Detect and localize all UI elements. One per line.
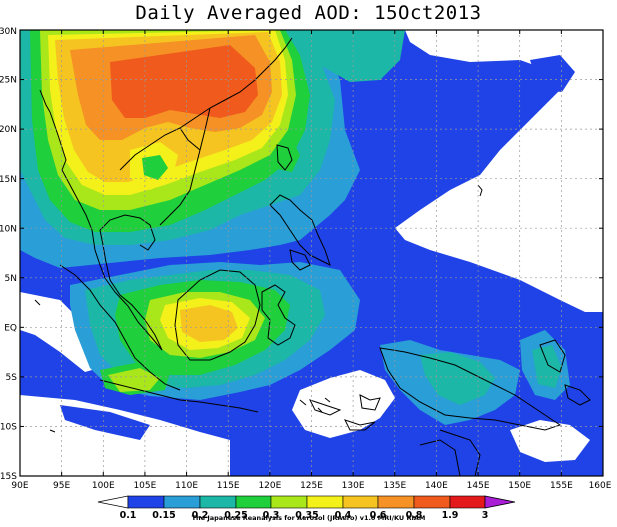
colorbar-label: 0.35 bbox=[295, 510, 318, 521]
colorbar-label: 0.2 bbox=[192, 510, 209, 521]
lon-tick-label: 120E bbox=[258, 481, 281, 491]
colorbar-label: 0.3 bbox=[263, 510, 280, 521]
colorbar-low-end bbox=[97, 495, 129, 509]
credit-line: The Japanese Reanalysis for Aerosol (JRA… bbox=[191, 514, 426, 522]
lat-tick-label: 10N bbox=[0, 224, 17, 234]
coastlines bbox=[34, 37, 591, 476]
aod-band-low-north-pacific bbox=[395, 30, 603, 312]
colorbar-swatch bbox=[199, 495, 237, 509]
lat-tick-label: 15N bbox=[0, 175, 17, 185]
lat-tick-label: 30N bbox=[0, 27, 17, 37]
lat-tick-label: 20N bbox=[0, 125, 17, 135]
lon-tick-label: 140E bbox=[425, 481, 448, 491]
lat-tick-label: 5N bbox=[5, 274, 17, 284]
colorbar-swatch bbox=[306, 495, 344, 509]
colorbar-swatch bbox=[270, 495, 308, 509]
colorbar-label: 0.8 bbox=[406, 510, 423, 521]
lat-tick-label: 5S bbox=[6, 373, 18, 383]
colorbar-swatch bbox=[449, 495, 486, 509]
aod-band-0.8 bbox=[110, 45, 258, 118]
lon-tick-label: 150E bbox=[508, 481, 531, 491]
lon-tick-label: 100E bbox=[92, 481, 115, 491]
lon-tick-label: 95E bbox=[53, 481, 70, 491]
colorbar-label: 3 bbox=[482, 510, 489, 521]
aod-band-low-banda bbox=[292, 370, 395, 438]
longitude-labels: 90E 95E 100E 105E 110E 115E 120E 125E 13… bbox=[11, 481, 611, 491]
lon-tick-label: 130E bbox=[342, 481, 365, 491]
lat-tick-label: 15S bbox=[0, 472, 17, 482]
colorbar-swatch bbox=[342, 495, 379, 509]
colorbar-swatch bbox=[163, 495, 201, 509]
lat-tick-label: 10S bbox=[0, 423, 17, 433]
colorbar-label: 0.1 bbox=[120, 510, 137, 521]
lat-tick-label: EQ bbox=[4, 323, 17, 333]
lon-tick-label: 110E bbox=[175, 481, 198, 491]
lon-tick-label: 105E bbox=[133, 481, 156, 491]
colorbar-label: 0.6 bbox=[370, 510, 387, 521]
lon-tick-label: 155E bbox=[550, 481, 573, 491]
lon-tick-label: 90E bbox=[11, 481, 28, 491]
aod-field bbox=[20, 30, 603, 476]
lon-tick-label: 145E bbox=[467, 481, 490, 491]
colorbar-label: 0.15 bbox=[152, 510, 175, 521]
lon-tick-label: 115E bbox=[217, 481, 240, 491]
tick-marks bbox=[19, 29, 604, 477]
lat-tick-label: 25N bbox=[0, 76, 17, 86]
colorbar-label: 0.25 bbox=[224, 510, 247, 521]
latitude-labels: 15S 10S 5S EQ 5N 10N 15N 20N 25N 30N bbox=[0, 27, 17, 482]
lon-tick-label: 160E bbox=[589, 481, 612, 491]
map-title: Daily Averaged AOD: 15Oct2013 bbox=[135, 2, 482, 24]
colorbar-swatch bbox=[377, 495, 415, 509]
colorbar-swatch bbox=[127, 495, 165, 509]
map-grid bbox=[20, 30, 603, 476]
lon-tick-label: 125E bbox=[300, 481, 323, 491]
colorbar-label: 0.4 bbox=[335, 510, 352, 521]
colorbar-label: 1.9 bbox=[442, 510, 459, 521]
colorbar-high-end bbox=[484, 495, 516, 509]
colorbar-swatch bbox=[413, 495, 451, 509]
colorbar-swatch bbox=[235, 495, 272, 509]
colorbar: 0.1 0.15 0.2 0.25 0.3 0.35 0.4 0.6 0.8 1… bbox=[97, 495, 516, 521]
lon-tick-label: 135E bbox=[383, 481, 406, 491]
